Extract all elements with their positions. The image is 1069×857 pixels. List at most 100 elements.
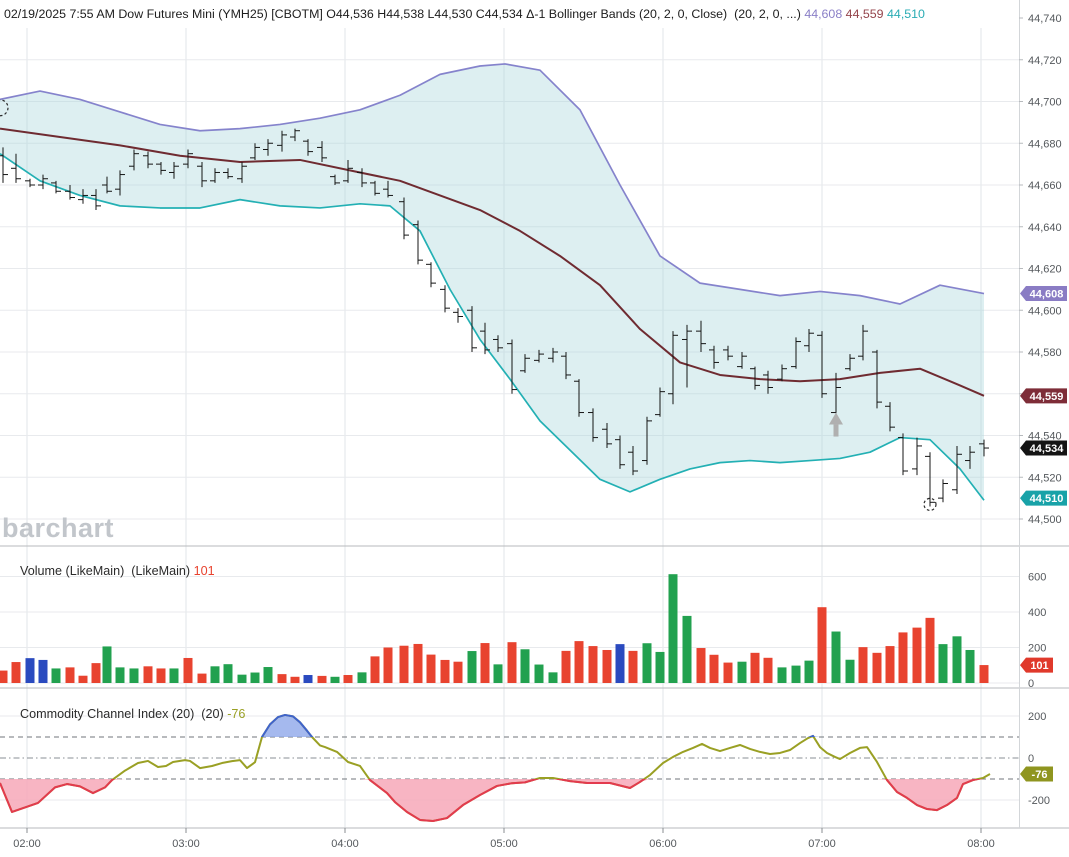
volume-bar (480, 643, 490, 683)
volume-bar (263, 667, 273, 683)
ohlc-bar (237, 162, 247, 183)
x-axis-label: 08:00 (967, 838, 995, 850)
price-axis-label: 44,600 (1028, 305, 1062, 317)
ohlc-bar (872, 349, 882, 409)
volume-bar (250, 672, 260, 683)
ohlc-bar (0, 147, 8, 183)
bollinger-upper-band (0, 63, 985, 305)
ohlc-bar (507, 339, 517, 394)
volume-bar (965, 649, 975, 683)
volume-bar (615, 644, 625, 683)
ohlc-bar (817, 331, 827, 398)
cci-panel (0, 713, 991, 822)
volume-bar (668, 574, 678, 683)
volume-bar (493, 664, 503, 683)
volume-bar (885, 646, 895, 683)
volume-axis-label: 0 (1028, 678, 1034, 690)
volume-bar (574, 641, 584, 683)
ohlc-bar (804, 329, 814, 352)
ohlc-bar (467, 306, 477, 352)
volume-bar (102, 646, 112, 683)
price-axis-label: 44,640 (1028, 222, 1062, 234)
volume-badge (1020, 657, 1053, 673)
volume-bar (534, 664, 544, 683)
volume-bar (0, 670, 8, 683)
ohlc-bar (102, 176, 112, 194)
bb-lower-value: 44,510 (887, 6, 925, 21)
volume-bar (791, 665, 801, 683)
price-badge-text: 44,559 (1030, 391, 1064, 403)
x-axis-label: 03:00 (172, 838, 200, 850)
price-axis-label: 44,680 (1028, 138, 1062, 150)
ohlc-bar (979, 439, 989, 457)
ohlc-bar (925, 452, 935, 507)
ohlc-bar (370, 180, 380, 196)
ohlc-bars (0, 128, 989, 507)
ohlc-bar (655, 387, 665, 417)
ohlc-bar (383, 180, 393, 198)
volume-bar (169, 668, 179, 683)
ohlc-bar (197, 162, 207, 188)
ohlc-bar (696, 320, 706, 352)
price-panel (0, 63, 989, 511)
x-axis-label: 06:00 (649, 838, 677, 850)
cursor-circle-marker (0, 99, 9, 117)
volume-bar (602, 649, 612, 683)
ohlc-bar (520, 354, 530, 373)
ohlc-bar (912, 437, 922, 476)
volume-bar (628, 650, 638, 683)
ohlc-bar (938, 479, 948, 503)
volume-bar (11, 662, 21, 683)
volume-bar (642, 643, 652, 683)
ohlc-bar (723, 345, 733, 361)
volume-axis-label: 400 (1028, 607, 1046, 619)
price-axis-label: 44,540 (1028, 431, 1062, 443)
volume-bar (872, 652, 882, 683)
ohlc-bar (91, 189, 101, 211)
volume-bar (399, 645, 409, 683)
volume-bar (520, 649, 530, 683)
ohlc-bar (413, 220, 423, 265)
volume-bar (938, 644, 948, 683)
price-axis-label: 44,720 (1028, 55, 1062, 67)
barchart-watermark: barchart (2, 513, 115, 543)
volume-bar (723, 662, 733, 683)
ohlc-bar (602, 422, 612, 449)
volume-bar (197, 673, 207, 683)
bollinger-fill (0, 63, 984, 501)
volume-bar (290, 676, 300, 683)
bollinger-lower-band (0, 152, 985, 501)
ohlc-bar (65, 185, 75, 200)
ohlc-bar (642, 416, 652, 465)
volume-bar (223, 664, 233, 683)
chart-header: 02/19/2025 7:55 AM Dow Futures Mini (YMH… (0, 0, 1069, 27)
cci-axis-label: -200 (1028, 795, 1050, 807)
price-axis-label: 44,620 (1028, 264, 1062, 276)
volume-bar (210, 666, 220, 683)
ohlc-bar (574, 379, 584, 417)
ohlc-bar (561, 352, 571, 380)
price-axis-label: 44,660 (1028, 180, 1062, 192)
volume-bar (831, 631, 841, 683)
price-badge (1020, 440, 1067, 456)
volume-bar (709, 654, 719, 683)
volume-bar (804, 660, 814, 683)
volume-bar (737, 661, 747, 683)
ohlc-bar (11, 153, 21, 183)
volume-bar (115, 667, 125, 683)
price-axis-label: 44,700 (1028, 97, 1062, 109)
volume-bar (845, 659, 855, 683)
volume-bar (156, 668, 166, 683)
ohlc-bar (858, 324, 868, 361)
ohlc-bar (223, 168, 233, 179)
price-axis-label: 44,740 (1028, 13, 1062, 25)
buy-arrow-marker (829, 412, 843, 437)
ohlc-bar (290, 128, 300, 142)
volume-bar (25, 658, 35, 683)
volume-bar (817, 607, 827, 683)
volume-bar (413, 643, 423, 683)
ohlc-bar (115, 170, 125, 196)
volume-bar (696, 648, 706, 683)
ohlc-bar (480, 322, 490, 355)
